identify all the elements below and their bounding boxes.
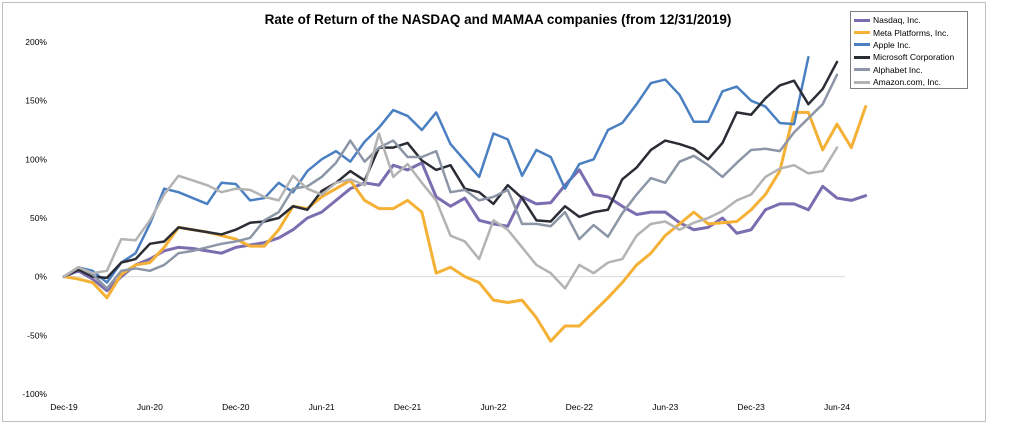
y-axis-ticks: -100% -50% 0% 50% 100% 150% 200%: [22, 37, 47, 399]
x-tick-label: Jun-20: [137, 402, 163, 412]
chart-legend: Nasdaq, Inc. Meta Platforms, Inc. Apple In…: [850, 11, 968, 89]
y-tick-label: 200%: [25, 37, 47, 47]
legend-swatch: [854, 31, 870, 35]
legend-swatch: [854, 18, 870, 22]
x-tick-label: Jun-23: [652, 402, 678, 412]
legend-item: Microsoft Corporation: [854, 51, 964, 63]
series-line-alphabet-inc: [62, 73, 839, 290]
y-tick-label: 0%: [35, 272, 48, 282]
series-line-apple-inc: [62, 56, 810, 284]
y-tick-label: 50%: [30, 213, 47, 223]
legend-label: Microsoft Corporation: [873, 52, 955, 63]
y-tick-label: 150%: [25, 96, 47, 106]
legend-item: Nasdaq, Inc.: [854, 14, 964, 26]
chart-frame: [2, 2, 986, 422]
legend-label: Apple Inc.: [873, 39, 911, 50]
legend-label: Nasdaq, Inc.: [873, 15, 921, 26]
x-tick-label: Dec-21: [394, 402, 422, 412]
y-tick-label: -50%: [27, 330, 47, 340]
series-line-amazon-com-inc: [62, 132, 839, 290]
legend-item: Meta Platforms, Inc.: [854, 26, 964, 38]
legend-label: Meta Platforms, Inc.: [873, 27, 949, 38]
series-line-microsoft-corporation: [62, 60, 839, 280]
x-tick-label: Jun-24: [824, 402, 850, 412]
chart-title: Rate of Return of the NASDAQ and MAMAA c…: [264, 12, 732, 27]
legend-swatch: [854, 43, 870, 47]
legend-label: Alphabet Inc.: [873, 64, 923, 75]
legend-swatch: [854, 55, 870, 59]
x-tick-label: Dec-19: [50, 402, 78, 412]
x-tick-label: Dec-23: [737, 402, 765, 412]
legend-item: Apple Inc.: [854, 39, 964, 51]
x-tick-label: Jun-22: [480, 402, 506, 412]
x-tick-label: Dec-22: [566, 402, 594, 412]
x-tick-label: Jun-21: [309, 402, 335, 412]
legend-swatch: [854, 68, 870, 72]
series-line-nasdaq-inc: [62, 161, 868, 293]
series-line-meta-platforms-inc: [62, 105, 868, 343]
x-tick-label: Dec-20: [222, 402, 250, 412]
legend-item: Amazon.com, Inc.: [854, 76, 964, 88]
legend-item: Alphabet Inc.: [854, 64, 964, 76]
legend-label: Amazon.com, Inc.: [873, 77, 942, 88]
legend-swatch: [854, 80, 870, 84]
x-axis-ticks: Dec-19 Jun-20 Dec-20 Jun-21 Dec-21 Jun-22 Dec-…: [50, 402, 850, 412]
series-lines: [62, 56, 868, 343]
y-tick-label: 100%: [25, 154, 47, 164]
y-tick-label: -100%: [22, 389, 47, 399]
